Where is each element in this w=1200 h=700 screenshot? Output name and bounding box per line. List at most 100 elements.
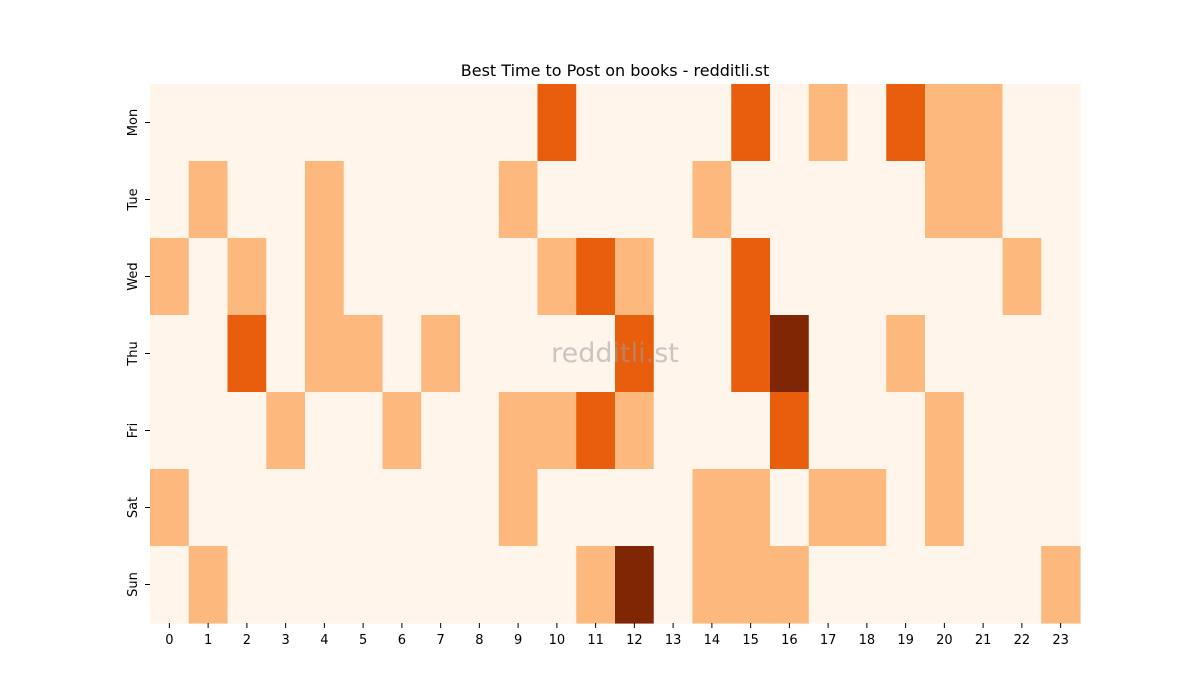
heatmap-cell-fri-22 (1002, 392, 1042, 470)
heatmap-cell-wed-22 (1002, 238, 1042, 316)
heatmap-cell-tue-9 (498, 161, 539, 239)
heatmap-cell-sun-5 (343, 546, 384, 624)
heatmap-cell-thu-11 (576, 315, 616, 393)
heatmap-cell-thu-18 (847, 315, 887, 393)
heatmap-cell-mon-9 (498, 84, 539, 162)
heatmap-cell-sun-2 (227, 546, 267, 624)
heatmap-cell-sun-14 (692, 546, 732, 624)
heatmap-cell-mon-1 (188, 84, 229, 162)
heatmap-cell-tue-12 (615, 161, 655, 239)
heatmap-cell-sat-1 (188, 469, 229, 547)
heatmap-cell-fri-5 (343, 392, 384, 470)
chart-title: Best Time to Post on books - redditli.st (461, 61, 769, 80)
heatmap-cell-thu-14 (692, 315, 732, 393)
heatmap-cell-thu-9 (498, 315, 539, 393)
heatmap-cell-fri-17 (808, 392, 849, 470)
x-tick-label-8: 8 (475, 633, 483, 648)
heatmap-cell-sun-11 (576, 546, 616, 624)
heatmap-cell-sun-10 (537, 546, 577, 624)
heatmap-cell-sat-2 (227, 469, 267, 547)
heatmap-cell-mon-3 (266, 84, 306, 162)
heatmap-cell-fri-14 (692, 392, 732, 470)
heatmap-cell-tue-23 (1041, 161, 1081, 239)
heatmap-cell-wed-7 (421, 238, 461, 316)
heatmap-cell-sat-7 (421, 469, 461, 547)
x-tick-label-12: 12 (626, 633, 643, 648)
x-tick-label-11: 11 (587, 633, 604, 648)
heatmap-cell-sat-18 (847, 469, 887, 547)
heatmap-cell-mon-14 (692, 84, 732, 162)
heatmap-cell-wed-0 (150, 238, 190, 316)
heatmap-cell-wed-18 (847, 238, 887, 316)
heatmap-cell-mon-19 (886, 84, 926, 162)
heatmap-cell-tue-5 (343, 161, 384, 239)
heatmap-cell-sat-21 (963, 469, 1004, 547)
heatmap-cell-fri-23 (1041, 392, 1081, 470)
x-tick-label-19: 19 (897, 633, 914, 648)
heatmap-cell-tue-0 (150, 161, 190, 239)
heatmap-cell-thu-5 (343, 315, 384, 393)
heatmap-cell-tue-14 (692, 161, 732, 239)
heatmap-cell-thu-10 (537, 315, 577, 393)
heatmap-cell-sun-15 (731, 546, 771, 624)
heatmap-cell-wed-12 (615, 238, 655, 316)
heatmap-cell-thu-19 (886, 315, 926, 393)
heatmap-cells (150, 84, 1081, 624)
heatmap-cell-fri-2 (227, 392, 267, 470)
heatmap-cell-sat-9 (498, 469, 539, 547)
heatmap-cell-tue-8 (460, 161, 500, 239)
heatmap-cell-thu-0 (150, 315, 190, 393)
heatmap-cell-wed-15 (731, 238, 771, 316)
x-tick-label-16: 16 (781, 633, 798, 648)
heatmap-cell-mon-10 (537, 84, 577, 162)
heatmap-cell-sat-3 (266, 469, 306, 547)
heatmap-cell-sun-18 (847, 546, 887, 624)
heatmap-cell-sat-15 (731, 469, 771, 547)
heatmap-cell-wed-4 (305, 238, 345, 316)
x-tick-label-4: 4 (320, 633, 328, 648)
y-tick-label-tue: Tue (126, 188, 141, 211)
heatmap-cell-mon-17 (808, 84, 849, 162)
heatmap-cell-thu-22 (1002, 315, 1042, 393)
heatmap-cell-wed-20 (925, 238, 965, 316)
x-tick-label-6: 6 (398, 633, 406, 648)
heatmap-cell-mon-22 (1002, 84, 1042, 162)
heatmap-cell-sun-23 (1041, 546, 1081, 624)
heatmap-cell-wed-19 (886, 238, 926, 316)
heatmap-cell-mon-21 (963, 84, 1004, 162)
heatmap-cell-thu-23 (1041, 315, 1081, 393)
heatmap-cell-fri-13 (653, 392, 694, 470)
heatmap-cell-sun-8 (460, 546, 500, 624)
heatmap-cell-sat-8 (460, 469, 500, 547)
x-tick-label-0: 0 (165, 633, 173, 648)
y-tick-label-wed: Wed (126, 262, 141, 290)
heatmap-cell-wed-17 (808, 238, 849, 316)
heatmap-cell-wed-6 (382, 238, 422, 316)
heatmap-cell-sat-19 (886, 469, 926, 547)
heatmap-cell-sat-11 (576, 469, 616, 547)
heatmap-cell-thu-17 (808, 315, 849, 393)
heatmap-cell-sun-22 (1002, 546, 1042, 624)
heatmap-cell-sun-19 (886, 546, 926, 624)
heatmap-cell-wed-8 (460, 238, 500, 316)
x-tick-label-10: 10 (549, 633, 566, 648)
heatmap-cell-mon-8 (460, 84, 500, 162)
heatmap-cell-fri-15 (731, 392, 771, 470)
heatmap-cell-sat-5 (343, 469, 384, 547)
heatmap-cell-fri-1 (188, 392, 229, 470)
heatmap-cell-fri-8 (460, 392, 500, 470)
heatmap-cell-sun-17 (808, 546, 849, 624)
heatmap-cell-tue-11 (576, 161, 616, 239)
heatmap-cell-thu-7 (421, 315, 461, 393)
heatmap-cell-tue-7 (421, 161, 461, 239)
x-tick-label-18: 18 (859, 633, 876, 648)
heatmap-cell-thu-8 (460, 315, 500, 393)
heatmap-cell-mon-15 (731, 84, 771, 162)
heatmap-cell-mon-23 (1041, 84, 1081, 162)
heatmap-cell-fri-7 (421, 392, 461, 470)
heatmap-cell-mon-7 (421, 84, 461, 162)
heatmap-cell-sat-6 (382, 469, 422, 547)
heatmap-cell-sun-6 (382, 546, 422, 624)
heatmap-cell-wed-11 (576, 238, 616, 316)
